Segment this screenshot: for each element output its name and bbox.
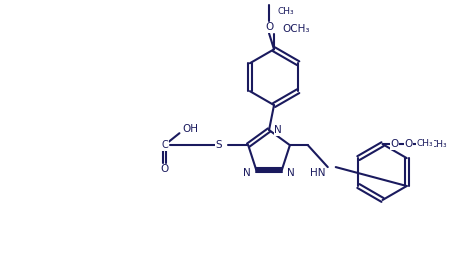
Text: O: O [391, 139, 399, 149]
Text: S: S [216, 140, 222, 150]
Text: O: O [405, 139, 413, 149]
Text: CH₃: CH₃ [416, 139, 433, 148]
Text: C: C [162, 140, 168, 150]
Text: CH₃: CH₃ [430, 140, 447, 149]
Text: OH: OH [182, 124, 198, 134]
Text: HN: HN [310, 168, 326, 178]
Text: O: O [160, 164, 169, 174]
Text: OCH₃: OCH₃ [282, 24, 310, 34]
Text: N: N [287, 168, 295, 178]
Text: CH₃: CH₃ [277, 7, 294, 16]
Text: O: O [265, 22, 273, 32]
Text: N: N [243, 168, 251, 178]
Text: N: N [274, 125, 282, 135]
